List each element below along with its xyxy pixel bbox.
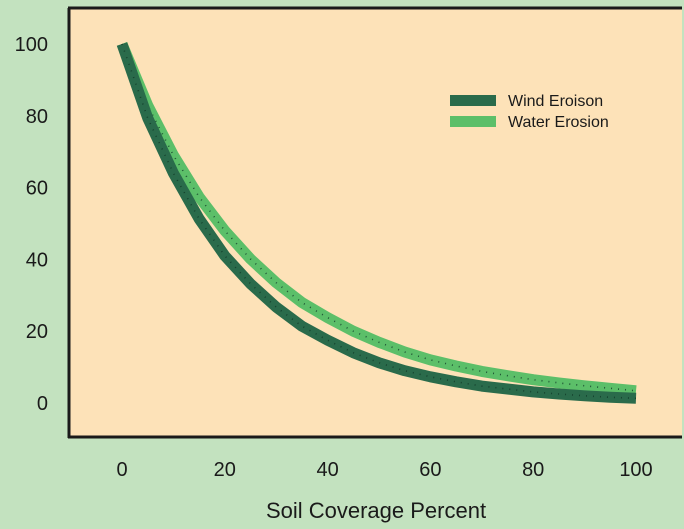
y-tick-label: 20 bbox=[26, 321, 48, 343]
y-tick-labels: 0 20 40 60 80 100 bbox=[15, 34, 48, 415]
legend-label-water: Water Erosion bbox=[508, 114, 609, 131]
series-line-wind bbox=[116, 42, 637, 404]
y-tick-label: 100 bbox=[15, 34, 48, 56]
series-dots-water bbox=[121, 43, 637, 392]
y-tick-label: 80 bbox=[26, 106, 48, 128]
x-tick-label: 100 bbox=[619, 459, 652, 481]
legend-label-wind: Wind Eroison bbox=[508, 93, 603, 110]
x-tick-label: 20 bbox=[214, 459, 236, 481]
series-lines bbox=[116, 41, 637, 404]
legend-swatch-wind bbox=[450, 95, 496, 106]
y-tick-label: 40 bbox=[26, 249, 48, 271]
y-tick-label: 60 bbox=[26, 178, 48, 200]
x-tick-label: 80 bbox=[522, 459, 544, 481]
plot-area bbox=[69, 8, 682, 437]
x-tick-label: 40 bbox=[316, 459, 338, 481]
x-tick-labels: 0 20 40 60 80 100 bbox=[116, 459, 652, 481]
legend: Wind Eroison Water Erosion bbox=[450, 93, 609, 131]
y-tick-label: 0 bbox=[37, 393, 48, 415]
x-tick-label: 60 bbox=[419, 459, 441, 481]
x-axis-title: Soil Coverage Percent bbox=[266, 498, 486, 523]
x-tick-label: 0 bbox=[116, 459, 127, 481]
legend-swatch-water bbox=[450, 116, 496, 127]
